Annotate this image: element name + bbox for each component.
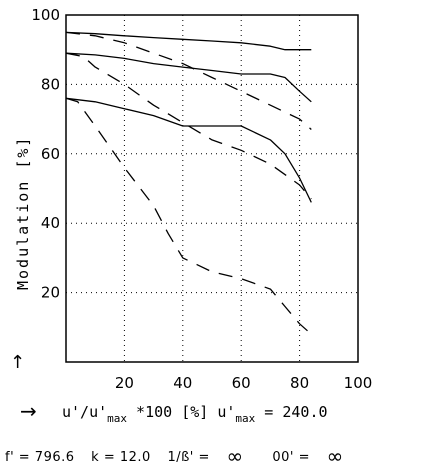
x-tick-labels: 20 40 60 80 100 (115, 374, 372, 392)
plot-frame (65, 14, 359, 363)
series-line-5-solid (65, 97, 312, 203)
y-tick-label-60: 60 (41, 145, 60, 163)
series-line-3-solid (65, 52, 312, 103)
x-tick-label-20: 20 (115, 374, 134, 392)
beta-param: 1/ß' = ∞ (167, 444, 244, 468)
x-tick-label-100: 100 (344, 374, 373, 392)
y-tick-label-20: 20 (41, 284, 60, 302)
series-group (65, 31, 312, 335)
k-param: k = 12.0 (91, 450, 151, 465)
theta-infinity: ∞ (326, 444, 344, 468)
series-line-4-dashed (65, 52, 312, 200)
focal-length-param: f' = 796.6 (5, 450, 75, 465)
x-tick-label-60: 60 (232, 374, 251, 392)
theta-param: 00' = ∞ (272, 444, 344, 468)
y-tick-label-80: 80 (41, 75, 60, 93)
series-line-6-dashed (65, 97, 312, 335)
y-tick-labels: 20 40 60 80 100 (31, 6, 60, 302)
y-axis-label: Modulation [%] (14, 136, 32, 290)
beta-infinity: ∞ (226, 444, 244, 468)
x-tick-label-80: 80 (290, 374, 309, 392)
x-axis-arrow: → (20, 399, 37, 423)
grid-lines (66, 15, 358, 362)
y-axis-arrow: ↑ (10, 352, 25, 373)
parameter-line: f' = 796.6 k = 12.0 1/ß' = ∞ 00' = ∞ (5, 444, 368, 468)
y-tick-label-40: 40 (41, 214, 60, 232)
x-tick-label-40: 40 (173, 374, 192, 392)
x-axis-label: u'/u'max *100 [%] u'max = 240.0 (62, 403, 328, 425)
series-line-1-solid (65, 31, 312, 51)
y-tick-label-100: 100 (31, 6, 60, 24)
